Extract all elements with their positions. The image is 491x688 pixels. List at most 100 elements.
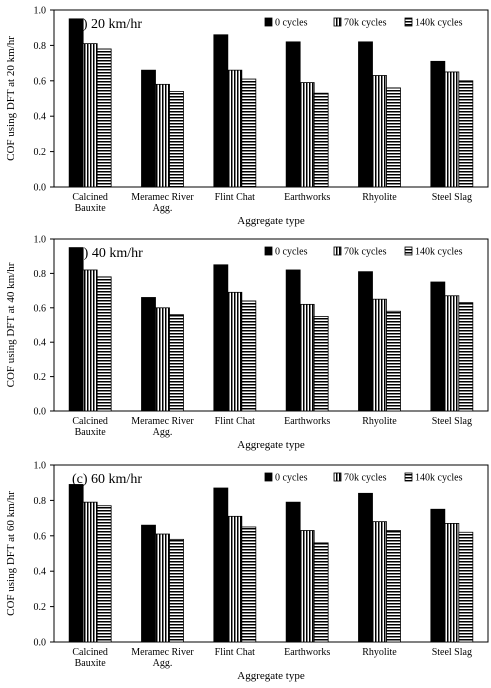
- bar-140k-cycles: [169, 538, 184, 643]
- x-tick-label: Earthworks: [284, 647, 330, 658]
- bar-0-cycles: [141, 524, 156, 643]
- y-axis-label: COF using DFT at 20 km/hr: [5, 36, 17, 161]
- x-tick-label: Earthworks: [284, 192, 330, 203]
- legend-label: 140k cycles: [415, 18, 463, 29]
- x-tick-label: Bauxite: [75, 427, 107, 438]
- bar-140k-cycles: [241, 78, 257, 188]
- x-tick-label: Calcined: [72, 647, 108, 658]
- bar-0-cycles: [358, 41, 373, 188]
- bar-140k-cycles: [96, 276, 112, 412]
- bar-70k-cycles: [372, 75, 387, 188]
- bar-70k-cycles: [227, 69, 243, 188]
- x-tick-label: Rhyolite: [362, 647, 397, 658]
- bar-140k-cycles: [458, 80, 474, 188]
- bar-70k-cycles: [155, 83, 170, 188]
- x-tick-label: Flint Chat: [215, 416, 256, 427]
- bar-0-cycles: [358, 271, 373, 412]
- bar-70k-cycles: [155, 533, 170, 643]
- y-tick-label: 1.0: [34, 235, 47, 246]
- bar-0-cycles: [285, 269, 301, 412]
- chart-panel: 0.0 0.2 0.4 0.6 0.8 1.0 COF using DFT at 60 km…: [5, 461, 489, 682]
- legend-label: 0 cycles: [275, 247, 308, 258]
- y-tick-label: 0.0: [34, 183, 47, 194]
- x-tick-label: Steel Slag: [432, 416, 472, 427]
- chart-title: (c) 60 km/hr: [72, 472, 142, 487]
- bar-140k-cycles: [169, 314, 184, 412]
- plot-frame: [53, 238, 489, 412]
- legend-label: 70k cycles: [344, 247, 387, 258]
- x-tick-label: Steel Slag: [432, 192, 472, 203]
- y-tick-label: 0.4: [34, 112, 47, 123]
- bar-140k-cycles: [169, 91, 184, 188]
- bar-0-cycles: [213, 34, 229, 188]
- y-tick-label: 1.0: [34, 6, 47, 17]
- legend-swatch-140k-cycles: [404, 17, 413, 27]
- chart-panel: 0.0 0.2 0.4 0.6 0.8 1.0 COF using DFT at 40 km…: [5, 235, 489, 451]
- x-axis-label: Aggregate type: [237, 670, 305, 682]
- bar-140k-cycles: [386, 530, 401, 643]
- x-axis-label: Aggregate type: [237, 439, 305, 451]
- bar-70k-cycles: [227, 515, 243, 643]
- bar-0-cycles: [430, 508, 446, 643]
- legend-label: 140k cycles: [415, 473, 463, 484]
- legend-swatch-70k-cycles: [333, 246, 342, 256]
- bar-70k-cycles: [299, 82, 315, 188]
- chart-title: (b) 40 km/hr: [72, 246, 143, 261]
- y-tick-label: 0.2: [34, 372, 47, 383]
- y-tick-label: 0.8: [34, 496, 47, 507]
- x-tick-label: Meramec River: [131, 192, 194, 203]
- bar-0-cycles: [430, 281, 446, 412]
- legend-label: 70k cycles: [344, 18, 387, 29]
- y-tick-label: 0.8: [34, 41, 47, 52]
- bar-0-cycles: [141, 297, 156, 412]
- bar-0-cycles: [68, 247, 84, 412]
- bar-70k-cycles: [372, 298, 387, 412]
- bar-0-cycles: [213, 264, 229, 412]
- bar-0-cycles: [213, 487, 229, 643]
- legend-swatch-140k-cycles: [404, 472, 413, 482]
- y-axis-label: COF using DFT at 60 km/hr: [5, 491, 17, 616]
- chart-panel: 0.0 0.2 0.4 0.6 0.8 1.0 COF using DFT at 20 km…: [5, 6, 489, 227]
- x-tick-label: Rhyolite: [362, 416, 397, 427]
- bar-140k-cycles: [313, 315, 329, 412]
- bar-140k-cycles: [96, 48, 112, 188]
- x-tick-label: Agg.: [153, 658, 173, 669]
- bar-70k-cycles: [444, 71, 460, 188]
- legend-swatch-70k-cycles: [333, 472, 342, 482]
- legend-swatch-140k-cycles: [404, 246, 413, 256]
- x-tick-label: Steel Slag: [432, 647, 472, 658]
- x-tick-label: Meramec River: [131, 416, 194, 427]
- y-tick-label: 0.2: [34, 147, 47, 158]
- y-tick-label: 0.0: [34, 407, 47, 418]
- y-tick-label: 0.6: [34, 76, 47, 87]
- bar-70k-cycles: [444, 295, 460, 412]
- y-tick-label: 0.2: [34, 602, 47, 613]
- y-tick-label: 0.6: [34, 531, 47, 542]
- x-tick-label: Bauxite: [75, 658, 107, 669]
- bar-140k-cycles: [386, 87, 401, 188]
- x-tick-label: Rhyolite: [362, 192, 397, 203]
- bar-0-cycles: [358, 492, 373, 643]
- bar-140k-cycles: [241, 526, 257, 643]
- legend-swatch-0-cycles: [264, 17, 273, 27]
- y-tick-label: 0.0: [34, 638, 47, 649]
- legend-label: 140k cycles: [415, 247, 463, 258]
- bar-140k-cycles: [458, 531, 474, 643]
- x-tick-label: Calcined: [72, 416, 108, 427]
- x-tick-label: Bauxite: [75, 203, 107, 214]
- y-tick-label: 0.4: [34, 338, 47, 349]
- y-axis-label: COF using DFT at 40 km/hr: [5, 262, 17, 387]
- bar-0-cycles: [285, 501, 301, 643]
- x-tick-label: Calcined: [72, 192, 108, 203]
- y-tick-label: 0.4: [34, 567, 47, 578]
- bar-70k-cycles: [82, 43, 98, 188]
- bar-140k-cycles: [458, 302, 474, 412]
- x-tick-label: Meramec River: [131, 647, 194, 658]
- bar-70k-cycles: [444, 523, 460, 643]
- bar-0-cycles: [141, 69, 156, 188]
- bar-140k-cycles: [96, 505, 112, 643]
- legend-label: 70k cycles: [344, 473, 387, 484]
- plot-frame: [53, 464, 489, 643]
- bar-140k-cycles: [386, 310, 401, 412]
